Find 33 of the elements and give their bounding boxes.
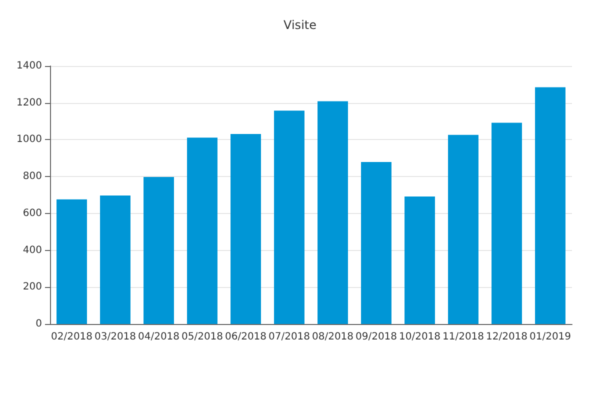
bar xyxy=(56,199,87,324)
x-tick-label: 08/2018 xyxy=(312,332,354,342)
x-tick-label: 02/2018 xyxy=(50,332,93,342)
x-tick-label: 05/2018 xyxy=(181,332,224,342)
y-tick-label: 400 xyxy=(22,244,42,256)
x-tick-label: 10/2018 xyxy=(398,332,441,342)
y-tick-label: 0 xyxy=(36,318,42,330)
bar xyxy=(448,134,478,324)
bar xyxy=(100,196,130,324)
bar xyxy=(535,87,566,324)
bar xyxy=(361,162,392,324)
bar xyxy=(492,122,522,324)
y-tick-label: 200 xyxy=(22,282,42,293)
chart-title: Visite xyxy=(284,18,316,32)
y-tick-label: 1000 xyxy=(16,134,42,146)
x-tick-label: 01/2019 xyxy=(529,332,572,342)
bar xyxy=(144,176,174,324)
y-tick-label: 1400 xyxy=(16,60,42,72)
x-tick-label: 07/2018 xyxy=(268,332,310,342)
bar xyxy=(318,101,348,324)
x-tick-label: 06/2018 xyxy=(224,332,267,342)
x-tick-label: 04/2018 xyxy=(138,332,180,342)
bar xyxy=(230,134,261,324)
x-tick-label: 09/2018 xyxy=(355,332,398,342)
y-tick-label: 1200 xyxy=(16,97,42,108)
bar xyxy=(187,138,218,324)
x-tick-label: 03/2018 xyxy=(94,332,136,342)
x-tick-label: 11/2018 xyxy=(442,332,484,342)
bar xyxy=(404,196,435,324)
bar xyxy=(274,110,304,324)
y-tick-label: 800 xyxy=(22,171,42,182)
x-tick-label: 12/2018 xyxy=(486,332,528,342)
y-tick-label: 600 xyxy=(22,208,42,219)
